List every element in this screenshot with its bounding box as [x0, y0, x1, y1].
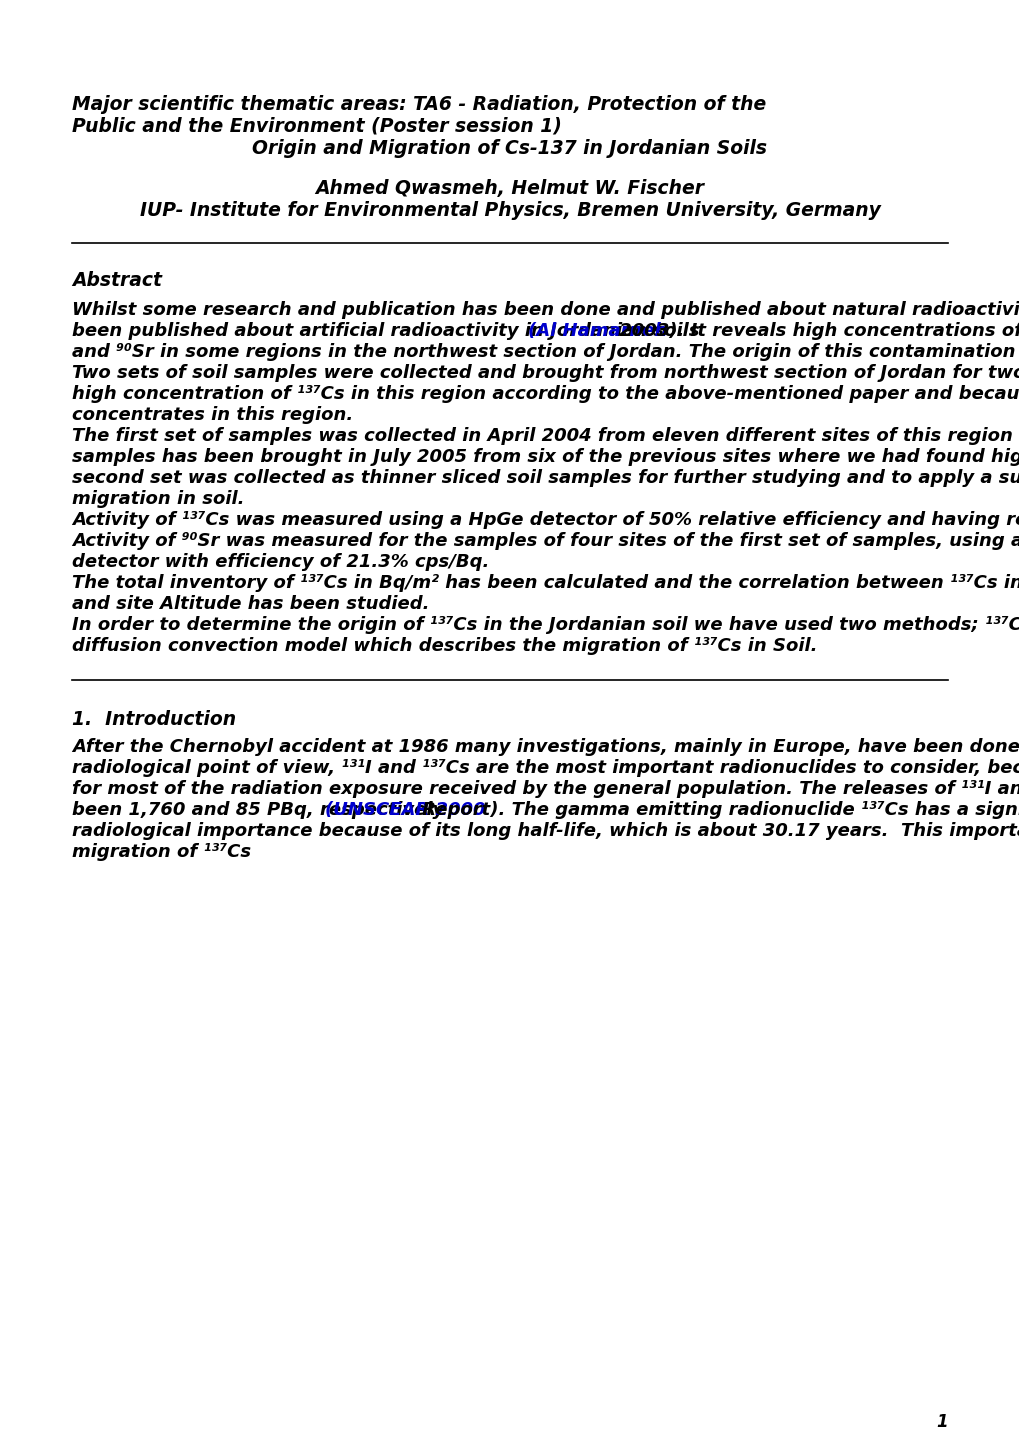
- Text: 2003). It reveals high concentrations of ¹³⁷Cs: 2003). It reveals high concentrations of…: [612, 322, 1019, 341]
- Text: The first set of samples was collected in April 2004 from eleven different sites: The first set of samples was collected i…: [72, 427, 1019, 444]
- Text: Activity of ⁹⁰Sr was measured for the samples of four sites of the first set of : Activity of ⁹⁰Sr was measured for the sa…: [72, 532, 1019, 550]
- Text: 1.  Introduction: 1. Introduction: [72, 710, 235, 729]
- Text: Origin and Migration of Cs-137 in Jordanian Soils: Origin and Migration of Cs-137 in Jordan…: [253, 139, 766, 157]
- Text: In order to determine the origin of ¹³⁷Cs in the Jordanian soil we have used two: In order to determine the origin of ¹³⁷C…: [72, 616, 1019, 633]
- Text: 1: 1: [935, 1413, 947, 1431]
- Text: After the Chernobyl accident at 1986 many investigations, mainly in Europe, have: After the Chernobyl accident at 1986 man…: [72, 737, 1019, 756]
- Text: (Al Hamarneh: (Al Hamarneh: [528, 322, 667, 341]
- Text: been published about artificial radioactivity in Jordanian soils: been published about artificial radioact…: [72, 322, 705, 341]
- Text: Report). The gamma emitting radionuclide ¹³⁷Cs has a significant: Report). The gamma emitting radionuclide…: [416, 801, 1019, 820]
- Text: Two sets of soil samples were collected and brought from northwest section of Jo: Two sets of soil samples were collected …: [72, 364, 1019, 382]
- Text: detector with efficiency of 21.3% cps/Bq.: detector with efficiency of 21.3% cps/Bq…: [72, 553, 489, 571]
- Text: Abstract: Abstract: [72, 271, 162, 290]
- Text: and site Altitude has been studied.: and site Altitude has been studied.: [72, 595, 429, 613]
- Text: high concentration of ¹³⁷Cs in this region according to the above-mentioned pape: high concentration of ¹³⁷Cs in this regi…: [72, 385, 1019, 403]
- Text: Activity of ¹³⁷Cs was measured using a HpGe detector of 50% relative efficiency : Activity of ¹³⁷Cs was measured using a H…: [72, 511, 1019, 530]
- Text: Major scientific thematic areas: TA6 - Radiation, Protection of the: Major scientific thematic areas: TA6 - R…: [72, 95, 765, 114]
- Text: Ahmed Qwasmeh, Helmut W. Fischer: Ahmed Qwasmeh, Helmut W. Fischer: [315, 179, 704, 198]
- Text: Whilst some research and publication has been done and published about natural r: Whilst some research and publication has…: [72, 302, 1019, 319]
- Text: samples has been brought in July 2005 from six of the previous sites where we ha: samples has been brought in July 2005 fr…: [72, 447, 1019, 466]
- Text: concentrates in this region.: concentrates in this region.: [72, 405, 353, 424]
- Text: second set was collected as thinner sliced soil samples for further studying and: second set was collected as thinner slic…: [72, 469, 1019, 486]
- Text: Public and the Environment (Poster session 1): Public and the Environment (Poster sessi…: [72, 117, 561, 136]
- Text: for most of the radiation exposure received by the general population. The relea: for most of the radiation exposure recei…: [72, 781, 1019, 798]
- Text: radiological importance because of its long half-life, which is about 30.17 year: radiological importance because of its l…: [72, 823, 1019, 840]
- Text: diffusion convection model which describes the migration of ¹³⁷Cs in Soil.: diffusion convection model which describ…: [72, 636, 816, 655]
- Text: migration in soil.: migration in soil.: [72, 491, 245, 508]
- Text: radiological point of view, ¹³¹I and ¹³⁷Cs are the most important radionuclides : radiological point of view, ¹³¹I and ¹³⁷…: [72, 759, 1019, 776]
- Text: migration of ¹³⁷Cs: migration of ¹³⁷Cs: [72, 843, 251, 861]
- Text: IUP- Institute for Environmental Physics, Bremen University, Germany: IUP- Institute for Environmental Physics…: [140, 201, 879, 219]
- Text: (UNSCEAR 2000: (UNSCEAR 2000: [324, 801, 485, 820]
- Text: The total inventory of ¹³⁷Cs in Bq/m² has been calculated and the correlation be: The total inventory of ¹³⁷Cs in Bq/m² ha…: [72, 574, 1019, 592]
- Text: been 1,760 and 85 PBq, respectively: been 1,760 and 85 PBq, respectively: [72, 801, 450, 820]
- Text: and ⁹⁰Sr in some regions in the northwest section of Jordan. The origin of this : and ⁹⁰Sr in some regions in the northwes…: [72, 343, 1019, 361]
